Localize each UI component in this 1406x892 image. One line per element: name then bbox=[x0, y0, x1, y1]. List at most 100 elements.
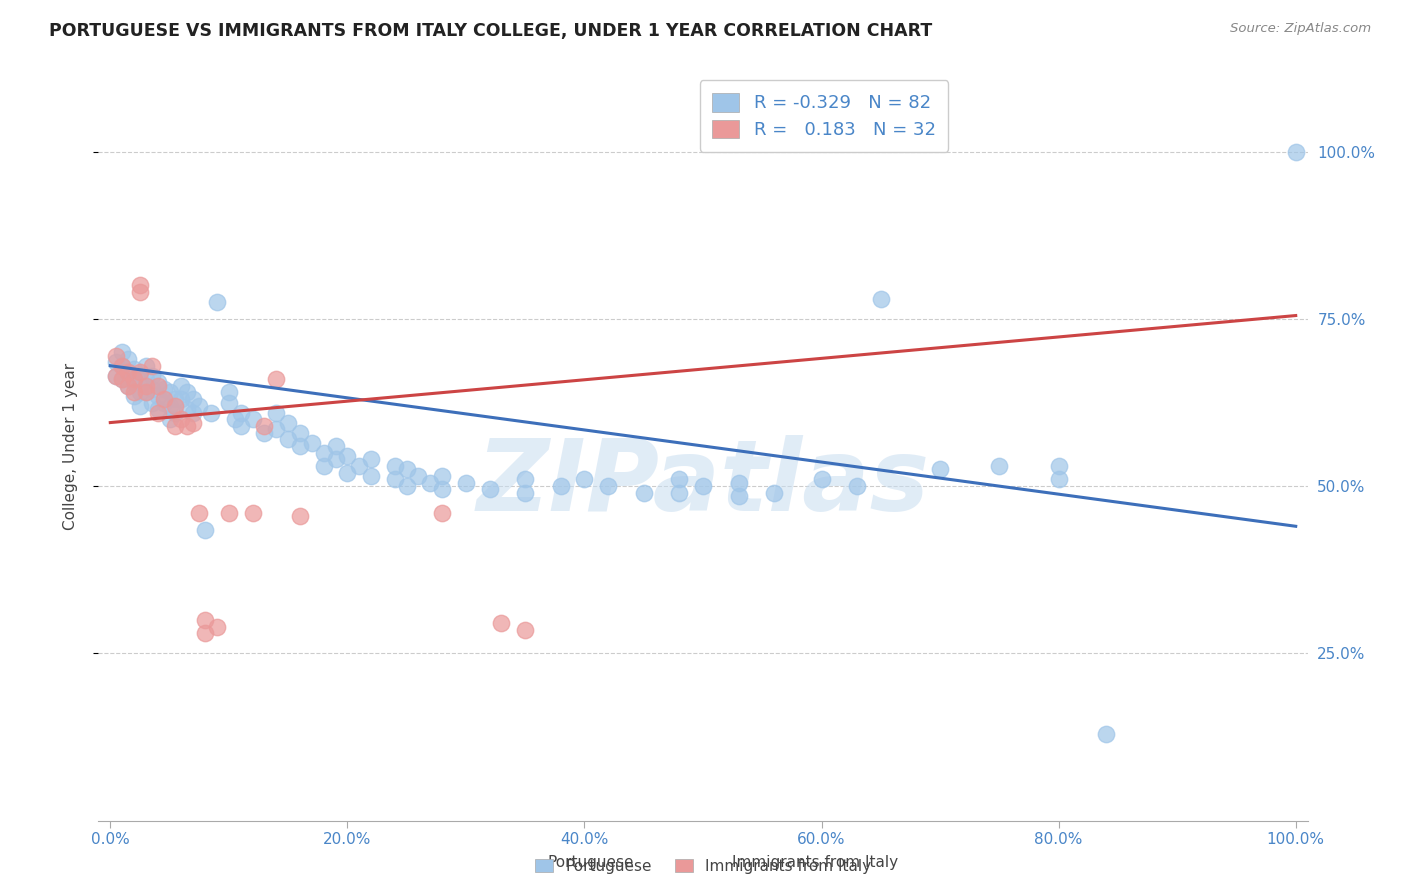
Point bbox=[692, 479, 714, 493]
Text: Portuguese: Portuguese bbox=[547, 855, 634, 870]
Point bbox=[122, 385, 145, 400]
Point bbox=[633, 486, 655, 500]
Point bbox=[176, 402, 198, 417]
Point bbox=[264, 372, 287, 386]
Point bbox=[727, 475, 749, 490]
Point bbox=[188, 399, 211, 413]
Point bbox=[141, 359, 163, 373]
Point bbox=[312, 459, 335, 474]
Point bbox=[432, 506, 454, 520]
Point bbox=[668, 473, 690, 487]
Point bbox=[478, 483, 501, 497]
Point bbox=[146, 376, 169, 390]
Point bbox=[170, 379, 193, 393]
Point bbox=[325, 439, 347, 453]
Point bbox=[515, 486, 537, 500]
Point bbox=[384, 459, 406, 474]
Point bbox=[159, 412, 181, 426]
Point bbox=[117, 379, 139, 393]
Point bbox=[176, 385, 198, 400]
Point bbox=[432, 469, 454, 483]
Legend: Portuguese, Immigrants from Italy: Portuguese, Immigrants from Italy bbox=[529, 853, 877, 880]
Point bbox=[129, 399, 152, 413]
Point bbox=[325, 452, 347, 467]
Point bbox=[117, 366, 139, 380]
Point bbox=[111, 372, 134, 386]
Point bbox=[122, 389, 145, 403]
Point bbox=[111, 345, 134, 359]
Point bbox=[188, 506, 211, 520]
Point bbox=[668, 486, 690, 500]
Point bbox=[129, 285, 152, 300]
Point bbox=[360, 452, 382, 467]
Point bbox=[1095, 726, 1118, 740]
Point bbox=[111, 359, 134, 373]
Point bbox=[135, 372, 157, 386]
Point bbox=[141, 368, 163, 383]
Point bbox=[135, 379, 157, 393]
Point bbox=[810, 473, 832, 487]
Point bbox=[598, 479, 620, 493]
Point bbox=[141, 382, 163, 396]
Point bbox=[105, 368, 128, 383]
Point bbox=[141, 395, 163, 409]
Point bbox=[253, 425, 276, 440]
Point bbox=[550, 479, 572, 493]
Point bbox=[336, 449, 359, 463]
Point bbox=[105, 355, 128, 369]
Point bbox=[288, 425, 311, 440]
Y-axis label: College, Under 1 year: College, Under 1 year bbox=[63, 362, 77, 530]
Point bbox=[111, 359, 134, 373]
Point bbox=[929, 462, 952, 476]
Point bbox=[218, 506, 240, 520]
Point bbox=[117, 379, 139, 393]
Point bbox=[277, 433, 299, 447]
Point bbox=[135, 359, 157, 373]
Point bbox=[224, 412, 246, 426]
Point bbox=[218, 395, 240, 409]
Point bbox=[105, 349, 128, 363]
Point bbox=[181, 406, 204, 420]
Point bbox=[194, 626, 217, 640]
Point bbox=[360, 469, 382, 483]
Point bbox=[117, 352, 139, 367]
Point bbox=[288, 509, 311, 524]
Point bbox=[763, 486, 786, 500]
Point bbox=[170, 392, 193, 407]
Point bbox=[165, 406, 187, 420]
Point bbox=[1047, 459, 1070, 474]
Point bbox=[122, 362, 145, 376]
Point bbox=[336, 466, 359, 480]
Point bbox=[146, 406, 169, 420]
Point bbox=[129, 385, 152, 400]
Point bbox=[181, 416, 204, 430]
Point bbox=[301, 435, 323, 450]
Point bbox=[152, 382, 174, 396]
Point bbox=[384, 473, 406, 487]
Point bbox=[229, 419, 252, 434]
Text: PORTUGUESE VS IMMIGRANTS FROM ITALY COLLEGE, UNDER 1 YEAR CORRELATION CHART: PORTUGUESE VS IMMIGRANTS FROM ITALY COLL… bbox=[49, 22, 932, 40]
Point bbox=[152, 395, 174, 409]
Point bbox=[1047, 473, 1070, 487]
Point bbox=[146, 389, 169, 403]
Point bbox=[242, 506, 264, 520]
Point bbox=[869, 292, 891, 306]
Point bbox=[194, 613, 217, 627]
Point bbox=[288, 439, 311, 453]
Point bbox=[988, 459, 1011, 474]
Point bbox=[727, 489, 749, 503]
Point bbox=[122, 372, 145, 386]
Point bbox=[277, 416, 299, 430]
Text: Immigrants from Italy: Immigrants from Italy bbox=[733, 855, 898, 870]
Point bbox=[515, 623, 537, 637]
Point bbox=[200, 406, 222, 420]
Text: ZIPatlas: ZIPatlas bbox=[477, 435, 929, 532]
Point bbox=[129, 278, 152, 293]
Point bbox=[229, 406, 252, 420]
Point bbox=[129, 372, 152, 386]
Point bbox=[135, 385, 157, 400]
Point bbox=[111, 372, 134, 386]
Point bbox=[205, 620, 228, 634]
Point bbox=[181, 392, 204, 407]
Point bbox=[205, 295, 228, 310]
